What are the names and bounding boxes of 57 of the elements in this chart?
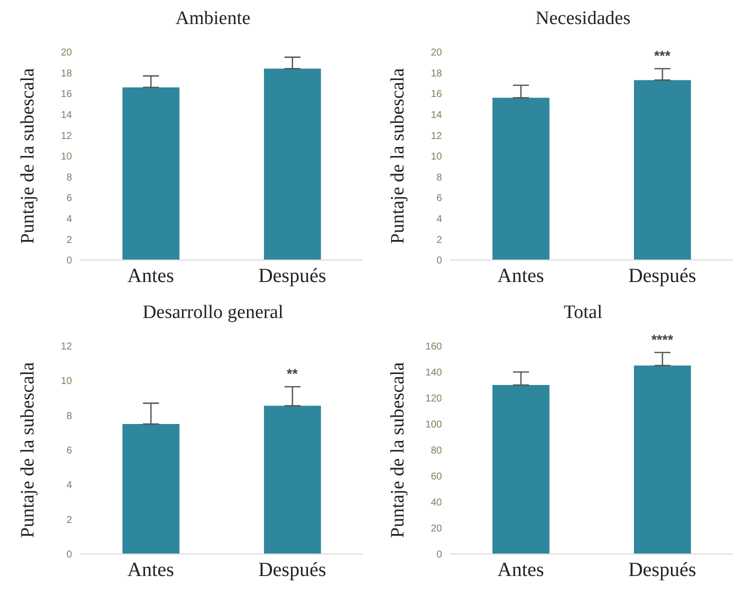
y-tick-label: 2 xyxy=(66,234,72,246)
y-tick-label: 14 xyxy=(430,110,442,121)
x-tick-label: Antes xyxy=(497,265,544,288)
y-tick-label: 100 xyxy=(425,420,442,431)
y-tick-label: 12 xyxy=(430,130,442,142)
y-tick-label: 0 xyxy=(436,550,442,561)
y-tick-label: 2 xyxy=(436,234,442,246)
y-tick-label: 4 xyxy=(66,214,72,225)
y-tick-label: 18 xyxy=(60,68,72,80)
y-tick-label: 0 xyxy=(66,550,72,561)
x-tick-label: Después xyxy=(258,265,326,288)
y-tick-label: 20 xyxy=(430,524,442,535)
y-tick-label: 0 xyxy=(436,256,442,267)
y-tick-label: 16 xyxy=(60,89,72,100)
chart-title: Ambiente xyxy=(174,8,252,30)
y-tick-label: 0 xyxy=(66,256,72,267)
y-tick-label: 10 xyxy=(60,152,72,163)
y-tick-label: 6 xyxy=(66,446,72,457)
x-tick-label: Antes xyxy=(497,559,544,582)
x-tick-label: Después xyxy=(258,559,326,582)
chart-title: Total xyxy=(562,302,604,324)
chart-title: Necesidades xyxy=(534,8,632,30)
y-axis-title: Puntaje de la subescala xyxy=(388,68,409,244)
y-axis-title: Puntaje de la subescala xyxy=(388,362,409,538)
y-tick-label: 4 xyxy=(66,480,72,492)
y-tick-label: 10 xyxy=(60,376,72,388)
y-tick-label: 8 xyxy=(66,410,72,422)
y-tick-label: 4 xyxy=(436,214,442,225)
y-axis-title: Puntaje de la subescala xyxy=(18,68,39,244)
y-tick-label: 8 xyxy=(66,172,72,184)
y-tick-label: 140 xyxy=(425,368,442,379)
y-tick-label: 6 xyxy=(66,193,72,204)
x-tick-label: Después xyxy=(628,559,696,582)
y-tick-label: 2 xyxy=(66,514,72,526)
y-tick-label: 14 xyxy=(60,110,72,121)
y-tick-label: 20 xyxy=(430,48,442,59)
y-tick-label: 20 xyxy=(60,48,72,59)
y-tick-label: 6 xyxy=(436,193,442,204)
y-tick-label: 10 xyxy=(430,152,442,163)
x-tick-label: Antes xyxy=(127,559,174,582)
annotation: *** xyxy=(654,48,671,64)
y-tick-label: 60 xyxy=(430,472,442,483)
x-tick-label: Antes xyxy=(127,265,174,288)
annotation: **** xyxy=(651,332,674,348)
x-tick-label: Después xyxy=(628,265,696,288)
y-tick-label: 8 xyxy=(436,172,442,184)
y-tick-label: 80 xyxy=(430,446,442,457)
y-tick-label: 16 xyxy=(430,89,442,100)
y-tick-label: 120 xyxy=(425,394,442,405)
y-tick-label: 160 xyxy=(425,342,442,353)
annotation: ** xyxy=(286,366,298,382)
y-tick-label: 12 xyxy=(60,130,72,142)
y-axis-title: Puntaje de la subescala xyxy=(18,362,39,538)
chart-title: Desarrollo general xyxy=(142,302,284,324)
y-tick-label: 40 xyxy=(430,498,442,509)
y-tick-label: 12 xyxy=(60,342,72,353)
y-tick-label: 18 xyxy=(430,68,442,80)
